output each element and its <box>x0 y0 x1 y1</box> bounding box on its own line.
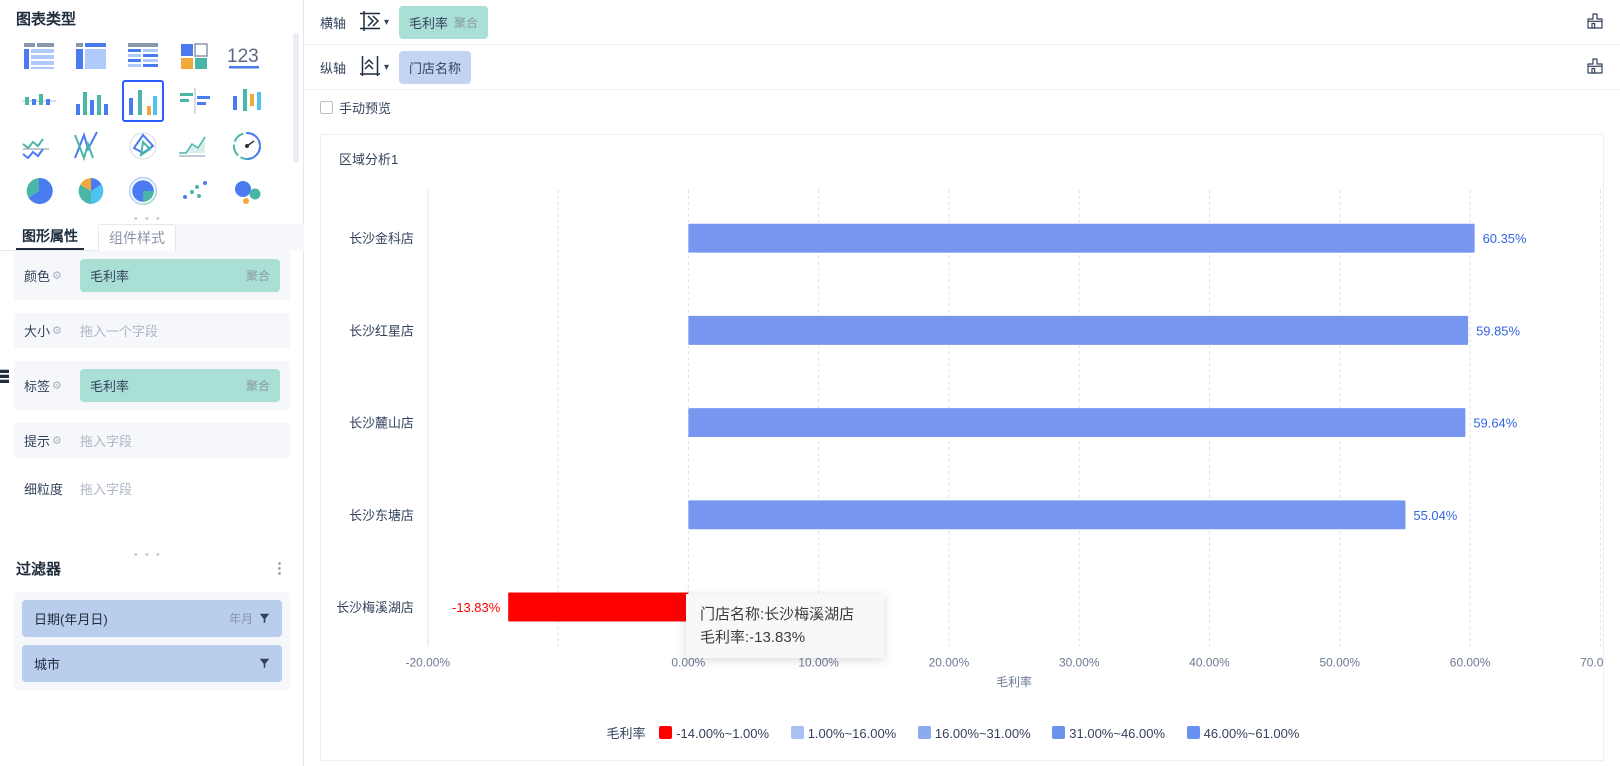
svg-text:60.35%: 60.35% <box>1483 231 1527 246</box>
svg-text:55.04%: 55.04% <box>1413 508 1457 523</box>
svg-text:123: 123 <box>227 46 259 67</box>
svg-text:长沙红星店: 长沙红星店 <box>349 323 414 338</box>
svg-text:50.00%: 50.00% <box>1320 655 1361 669</box>
svg-text:30.00%: 30.00% <box>1059 655 1100 669</box>
svg-text:40.00%: 40.00% <box>1189 655 1230 669</box>
svg-text:-20.00%: -20.00% <box>406 655 451 669</box>
svg-text:长沙梅溪湖店: 长沙梅溪湖店 <box>336 600 414 615</box>
svg-text:70.00%: 70.00% <box>1580 655 1603 669</box>
svg-text:-13.83%: -13.83% <box>452 600 501 615</box>
svg-text:59.64%: 59.64% <box>1473 416 1517 431</box>
svg-text:毛利率: 毛利率 <box>996 674 1032 689</box>
svg-text:60.00%: 60.00% <box>1450 655 1491 669</box>
svg-text:长沙东塘店: 长沙东塘店 <box>349 508 414 523</box>
svg-text:长沙麓山店: 长沙麓山店 <box>349 416 414 431</box>
svg-text:20.00%: 20.00% <box>929 655 970 669</box>
svg-text:59.85%: 59.85% <box>1476 323 1520 338</box>
svg-text:长沙金科店: 长沙金科店 <box>349 231 414 246</box>
